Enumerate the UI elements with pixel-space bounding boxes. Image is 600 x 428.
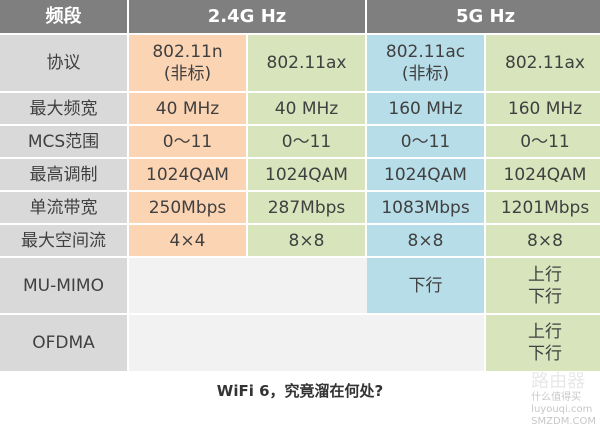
table-cell: 802.11ax bbox=[248, 35, 365, 91]
table-cell: 下行 bbox=[367, 258, 484, 313]
table-cell: 0～11 bbox=[486, 126, 600, 157]
watermark-text: SMZDM.COM bbox=[531, 416, 596, 427]
row-label: 最大空间流 bbox=[0, 225, 127, 256]
table-cell: 1201Mbps bbox=[486, 192, 600, 223]
table-cell: 8×8 bbox=[248, 225, 365, 256]
header-5ghz: 5G Hz bbox=[367, 0, 600, 33]
table-cell: 1024QAM bbox=[367, 159, 484, 190]
watermark-text: 什么值得买 bbox=[531, 392, 582, 403]
table-cell: 802.11ax bbox=[486, 35, 600, 91]
table-cell: 40 MHz bbox=[248, 93, 365, 124]
header-band: 频段 bbox=[0, 0, 127, 33]
row-label: MU-MIMO bbox=[0, 258, 127, 313]
row-label: 单流带宽 bbox=[0, 192, 127, 223]
table-cell: 上行 下行 bbox=[486, 258, 600, 313]
table-cell: 0～11 bbox=[248, 126, 365, 157]
row-label: OFDMA bbox=[0, 315, 127, 371]
row-label: 最大频宽 bbox=[0, 93, 127, 124]
table-cell: 8×8 bbox=[367, 225, 484, 256]
table-cell: 8×8 bbox=[486, 225, 600, 256]
watermark-logo: 路由器 什么值得买 luyouqi.com SMZDM.COM bbox=[531, 372, 596, 428]
table-cell: 上行 下行 bbox=[486, 315, 600, 371]
row-label: 协议 bbox=[0, 35, 127, 91]
wifi-comparison-table: 频段 2.4G Hz 5G Hz 协议 802.11n (非标) 802.11a… bbox=[0, 0, 600, 371]
table-cell: 1083Mbps bbox=[367, 192, 484, 223]
table-cell: 40 MHz bbox=[129, 93, 246, 124]
table-cell: 1024QAM bbox=[486, 159, 600, 190]
empty-cell bbox=[129, 258, 367, 313]
table-cell: 802.11n (非标) bbox=[129, 35, 246, 91]
caption: WiFi 6，究竟溜在何处? bbox=[216, 382, 384, 400]
empty-cell bbox=[129, 315, 484, 371]
table-cell: 0～11 bbox=[129, 126, 246, 157]
row-label: MCS范围 bbox=[0, 126, 127, 157]
table-cell: 1024QAM bbox=[248, 159, 365, 190]
table-cell: 802.11ac (非标) bbox=[367, 35, 484, 91]
table-cell: 1024QAM bbox=[129, 159, 246, 190]
header-2-4ghz: 2.4G Hz bbox=[129, 0, 365, 33]
watermark-text: 路由器 bbox=[531, 371, 586, 392]
table-cell: 160 MHz bbox=[486, 93, 600, 124]
watermark-text: luyouqi.com bbox=[531, 404, 593, 415]
table-cell: 250Mbps bbox=[129, 192, 246, 223]
table-cell: 160 MHz bbox=[367, 93, 484, 124]
row-label: 最高调制 bbox=[0, 159, 127, 190]
table-cell: 4×4 bbox=[129, 225, 246, 256]
table-cell: 0～11 bbox=[367, 126, 484, 157]
table-cell: 287Mbps bbox=[248, 192, 365, 223]
